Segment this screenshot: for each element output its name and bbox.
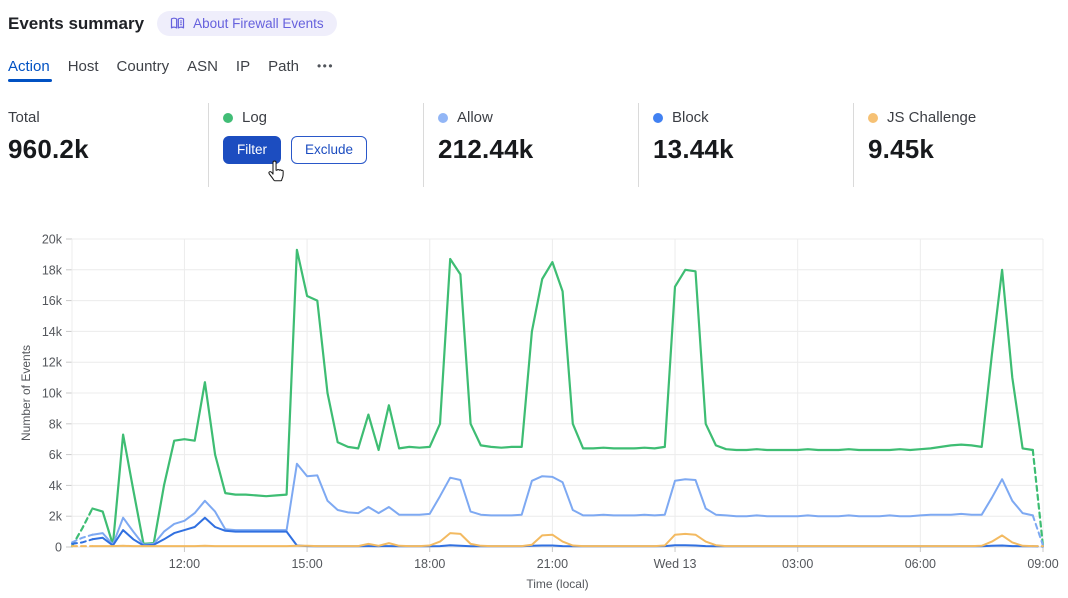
stat-value-block: 13.44k xyxy=(653,134,734,164)
stat-label-js-challenge: JS Challenge xyxy=(887,109,977,126)
stat-label-block: Block xyxy=(672,109,709,126)
filter-button[interactable]: Filter xyxy=(223,136,281,165)
allow-legend-dot xyxy=(438,112,448,123)
stats-row: Total 960.2k Log Filter Exclude Allow 21… xyxy=(0,103,1068,187)
stat-label-log: Log xyxy=(242,109,268,126)
x-tick-label: 12:00 xyxy=(169,557,200,571)
y-axis-title: Number of Events xyxy=(19,345,33,441)
about-firewall-events-badge[interactable]: About Firewall Events xyxy=(157,11,337,36)
tab-ip[interactable]: IP xyxy=(235,58,251,75)
series-line-allow-dashed-head xyxy=(71,533,94,544)
tab-asn[interactable]: ASN xyxy=(187,58,218,75)
x-tick-label: 03:00 xyxy=(782,557,813,571)
x-tick-label: 18:00 xyxy=(414,557,445,571)
stat-label-total: Total xyxy=(8,109,40,126)
series-line-block-dashed-head xyxy=(71,538,94,545)
tab-path[interactable]: Path xyxy=(268,58,299,75)
x-tick-label: Wed 13 xyxy=(654,557,697,571)
stat-label-allow: Allow xyxy=(457,109,493,126)
y-tick-label: 8k xyxy=(49,417,63,431)
x-tick-label: 09:00 xyxy=(1027,557,1058,571)
js-challenge-legend-dot xyxy=(868,112,878,123)
log-hover-actions: Filter Exclude xyxy=(223,136,423,165)
tab-country[interactable]: Country xyxy=(116,58,170,75)
y-tick-label: 18k xyxy=(42,263,63,277)
events-time-series-chart[interactable]: 0 2k 4k 6k 8k 10k 12k 14k 16k 18k 20k 12:00 15:00 18:… xyxy=(0,226,1068,598)
page-title: Events summary xyxy=(8,13,145,33)
y-tick-label: 4k xyxy=(49,479,63,493)
y-tick-label: 6k xyxy=(49,448,63,462)
stat-card-block[interactable]: Block 13.44k xyxy=(638,103,853,187)
series-line-log-dashed-head xyxy=(70,507,94,548)
log-legend-dot xyxy=(223,112,233,123)
header: Events summary About Firewall Events xyxy=(8,11,337,36)
tabs-more-ellipsis-icon[interactable]: ••• xyxy=(316,59,335,73)
y-tick-label: 20k xyxy=(42,233,63,247)
series-line-allow-dashed-tail xyxy=(1031,514,1044,547)
x-tick-label: 06:00 xyxy=(905,557,936,571)
x-tick-label: 15:00 xyxy=(291,557,322,571)
y-tick-label: 12k xyxy=(42,356,63,370)
y-tick-label: 16k xyxy=(42,294,63,308)
stat-value-js-challenge: 9.45k xyxy=(868,134,935,164)
exclude-button[interactable]: Exclude xyxy=(291,136,368,165)
tab-host[interactable]: Host xyxy=(67,58,99,75)
x-tick-label: 21:00 xyxy=(537,557,568,571)
stat-label-block-row: Block xyxy=(653,109,853,126)
y-tick-label: 14k xyxy=(42,325,63,339)
stat-label-js-challenge-row: JS Challenge xyxy=(868,109,1068,126)
y-tick-label: 0 xyxy=(55,541,62,555)
stat-card-allow[interactable]: Allow 212.44k xyxy=(423,103,638,187)
book-icon xyxy=(170,16,185,31)
stat-value-total: 960.2k xyxy=(8,134,89,164)
stat-card-log[interactable]: Log Filter Exclude xyxy=(208,103,423,187)
series-line-allow xyxy=(91,462,1034,546)
stat-card-total: Total 960.2k xyxy=(0,103,208,187)
stat-card-js-challenge[interactable]: JS Challenge 9.45k xyxy=(853,103,1068,187)
stat-label-allow-row: Allow xyxy=(438,109,638,126)
series-line-log xyxy=(91,248,1034,546)
tab-action[interactable]: Action xyxy=(8,58,52,82)
group-by-tabs: Action Host Country ASN IP Path ••• xyxy=(8,58,334,82)
stat-label-log-row: Log xyxy=(223,109,423,126)
about-badge-label: About Firewall Events xyxy=(193,15,324,31)
x-axis-title: Time (local) xyxy=(526,577,588,591)
stat-value-allow: 212.44k xyxy=(438,134,534,164)
series-line-js-challenge xyxy=(91,532,1034,548)
series-line-log-dashed-tail xyxy=(1031,448,1045,548)
block-legend-dot xyxy=(653,112,663,123)
y-tick-label: 10k xyxy=(42,387,63,401)
y-tick-label: 2k xyxy=(49,510,63,524)
